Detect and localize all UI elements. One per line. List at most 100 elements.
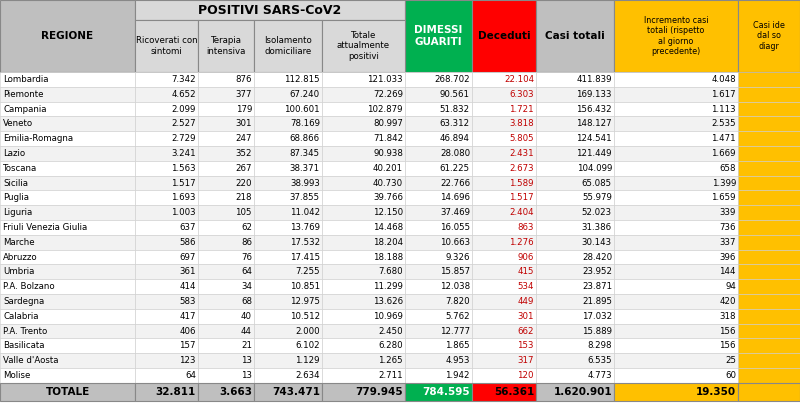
- Bar: [614, 353, 738, 368]
- Text: 6.303: 6.303: [510, 90, 534, 99]
- Bar: [614, 383, 738, 401]
- Bar: [405, 131, 472, 146]
- Text: 32.811: 32.811: [156, 387, 196, 397]
- Text: Lombardia: Lombardia: [3, 75, 49, 84]
- Bar: [536, 265, 614, 279]
- Text: 121.033: 121.033: [367, 75, 403, 84]
- Bar: [472, 265, 536, 279]
- Bar: [135, 131, 198, 146]
- Text: 55.979: 55.979: [582, 193, 612, 202]
- Bar: [614, 0, 738, 72]
- Bar: [536, 146, 614, 161]
- Text: 12.975: 12.975: [290, 297, 320, 306]
- Bar: [198, 220, 254, 235]
- Bar: [472, 146, 536, 161]
- Bar: [254, 294, 322, 309]
- Bar: [472, 176, 536, 190]
- Bar: [614, 87, 738, 102]
- Text: 1.693: 1.693: [171, 193, 196, 202]
- Text: 1.617: 1.617: [711, 90, 736, 99]
- Bar: [472, 368, 536, 383]
- Bar: [254, 146, 322, 161]
- Bar: [405, 87, 472, 102]
- Bar: [405, 116, 472, 131]
- Bar: [198, 87, 254, 102]
- Text: 31.386: 31.386: [582, 223, 612, 232]
- Bar: [536, 294, 614, 309]
- Bar: [536, 190, 614, 205]
- Bar: [322, 205, 405, 220]
- Bar: [198, 323, 254, 339]
- Text: 396: 396: [720, 252, 736, 262]
- Text: 34: 34: [241, 282, 252, 291]
- Bar: [472, 205, 536, 220]
- Text: 121.449: 121.449: [577, 149, 612, 158]
- Bar: [254, 190, 322, 205]
- Text: 23.871: 23.871: [582, 282, 612, 291]
- Bar: [254, 368, 322, 383]
- Bar: [0, 176, 135, 190]
- Bar: [135, 265, 198, 279]
- Bar: [322, 146, 405, 161]
- Text: 414: 414: [179, 282, 196, 291]
- Text: Campania: Campania: [3, 105, 46, 113]
- Bar: [472, 279, 536, 294]
- Text: 18.188: 18.188: [373, 252, 403, 262]
- Text: 17.032: 17.032: [582, 312, 612, 321]
- Text: 11.299: 11.299: [373, 282, 403, 291]
- Bar: [614, 368, 738, 383]
- Text: 153: 153: [518, 341, 534, 350]
- Bar: [322, 102, 405, 116]
- Text: Lazio: Lazio: [3, 149, 25, 158]
- Text: 784.595: 784.595: [422, 387, 470, 397]
- Text: 11.042: 11.042: [290, 208, 320, 217]
- Text: 268.702: 268.702: [434, 75, 470, 84]
- Text: 19.350: 19.350: [696, 387, 736, 397]
- Bar: [614, 294, 738, 309]
- Bar: [738, 176, 800, 190]
- Bar: [322, 323, 405, 339]
- Bar: [536, 383, 614, 401]
- Bar: [738, 116, 800, 131]
- Text: 2.673: 2.673: [510, 164, 534, 173]
- Bar: [405, 0, 472, 72]
- Bar: [738, 235, 800, 249]
- Bar: [0, 383, 135, 401]
- Bar: [322, 235, 405, 249]
- Text: 10.663: 10.663: [440, 238, 470, 247]
- Bar: [536, 72, 614, 87]
- Bar: [198, 368, 254, 383]
- Bar: [738, 72, 800, 87]
- Text: 105: 105: [235, 208, 252, 217]
- Bar: [322, 383, 405, 401]
- Bar: [254, 102, 322, 116]
- Bar: [738, 249, 800, 265]
- Bar: [0, 131, 135, 146]
- Bar: [135, 20, 198, 72]
- Bar: [135, 353, 198, 368]
- Bar: [536, 0, 614, 72]
- Text: Isolamento
domiciliare: Isolamento domiciliare: [264, 36, 312, 56]
- Bar: [0, 146, 135, 161]
- Text: 87.345: 87.345: [290, 149, 320, 158]
- Text: 37.469: 37.469: [440, 208, 470, 217]
- Bar: [135, 72, 198, 87]
- Bar: [738, 205, 800, 220]
- Bar: [614, 161, 738, 176]
- Bar: [0, 190, 135, 205]
- Text: 78.169: 78.169: [290, 119, 320, 128]
- Bar: [472, 116, 536, 131]
- Bar: [472, 294, 536, 309]
- Bar: [472, 383, 536, 401]
- Text: 15.889: 15.889: [582, 326, 612, 336]
- Bar: [738, 279, 800, 294]
- Bar: [536, 368, 614, 383]
- Bar: [0, 205, 135, 220]
- Bar: [198, 235, 254, 249]
- Text: 2.729: 2.729: [171, 134, 196, 143]
- Bar: [0, 220, 135, 235]
- Text: 156: 156: [719, 326, 736, 336]
- Text: 3.663: 3.663: [219, 387, 252, 397]
- Bar: [198, 190, 254, 205]
- Text: 863: 863: [518, 223, 534, 232]
